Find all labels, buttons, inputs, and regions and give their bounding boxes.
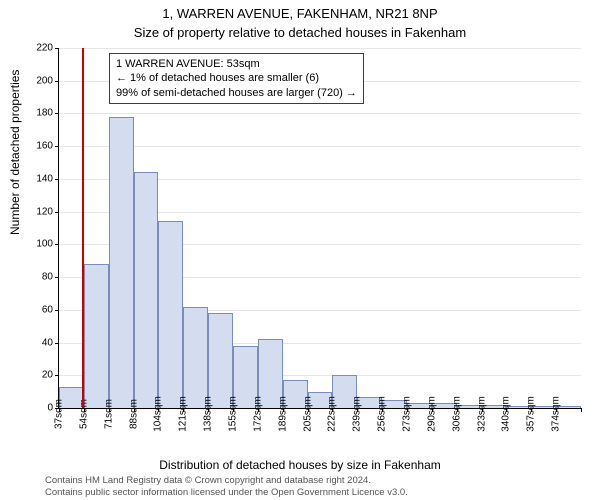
y-tick-mark [55, 48, 59, 49]
y-tick-mark [55, 179, 59, 180]
y-tick-mark [55, 81, 59, 82]
x-tick-label: 205sqm [302, 396, 313, 432]
x-tick-label: 138sqm [203, 396, 214, 432]
footnote-copyright: Contains HM Land Registry data © Crown c… [45, 475, 371, 486]
y-tick-mark [55, 277, 59, 278]
x-tick-label: 155sqm [228, 396, 239, 432]
x-tick-label: 121sqm [178, 396, 189, 432]
annotation-line: 99% of semi-detached houses are larger (… [116, 86, 357, 100]
x-tick-label: 290sqm [426, 396, 437, 432]
y-tick-label: 140 [36, 173, 53, 184]
annotation-box: 1 WARREN AVENUE: 53sqm← 1% of detached h… [109, 53, 364, 104]
x-tick-label: 37sqm [54, 399, 65, 429]
gridline [59, 48, 581, 49]
x-tick-label: 222sqm [327, 396, 338, 432]
x-axis-label: Distribution of detached houses by size … [0, 458, 600, 472]
x-tick-label: 239sqm [352, 396, 363, 432]
y-tick-mark [55, 310, 59, 311]
y-tick-label: 0 [47, 403, 53, 414]
y-tick-label: 40 [42, 337, 53, 348]
y-tick-mark [55, 146, 59, 147]
x-tick-label: 357sqm [526, 396, 537, 432]
gridline [59, 146, 581, 147]
y-tick-label: 20 [42, 370, 53, 381]
y-tick-mark [55, 113, 59, 114]
marker-line [82, 48, 84, 408]
x-tick-mark [581, 408, 582, 412]
x-tick-label: 189sqm [277, 396, 288, 432]
x-tick-label: 323sqm [476, 396, 487, 432]
gridline [59, 113, 581, 114]
y-tick-label: 120 [36, 206, 53, 217]
histogram-bar [158, 221, 183, 408]
x-tick-label: 273sqm [402, 396, 413, 432]
y-tick-label: 60 [42, 304, 53, 315]
footnote-license: Contains public sector information licen… [45, 487, 408, 498]
histogram-bar [183, 307, 208, 408]
x-tick-label: 172sqm [252, 396, 263, 432]
y-tick-label: 160 [36, 141, 53, 152]
x-tick-label: 256sqm [377, 396, 388, 432]
histogram-bar [208, 313, 233, 408]
histogram-bar [84, 264, 109, 408]
x-tick-label: 340sqm [501, 396, 512, 432]
y-tick-mark [55, 212, 59, 213]
x-tick-label: 374sqm [551, 396, 562, 432]
histogram-bar [134, 172, 159, 408]
y-tick-mark [55, 375, 59, 376]
y-tick-label: 200 [36, 75, 53, 86]
chart-title-line-1: 1, WARREN AVENUE, FAKENHAM, NR21 8NP [0, 6, 600, 21]
y-tick-label: 220 [36, 43, 53, 54]
plot-area: 02040608010012014016018020022037sqm54sqm… [58, 48, 581, 409]
histogram-bar [109, 117, 134, 408]
x-tick-label: 104sqm [153, 396, 164, 432]
y-tick-mark [55, 343, 59, 344]
y-tick-mark [55, 244, 59, 245]
x-tick-label: 88sqm [128, 399, 139, 429]
y-axis-label: Number of detached properties [8, 70, 22, 235]
annotation-line: ← 1% of detached houses are smaller (6) [116, 71, 357, 85]
y-tick-label: 80 [42, 272, 53, 283]
y-tick-label: 100 [36, 239, 53, 250]
x-tick-label: 306sqm [451, 396, 462, 432]
annotation-line: 1 WARREN AVENUE: 53sqm [116, 57, 357, 71]
chart-title-line-2: Size of property relative to detached ho… [0, 25, 600, 40]
x-tick-label: 71sqm [103, 399, 114, 429]
y-tick-label: 180 [36, 108, 53, 119]
